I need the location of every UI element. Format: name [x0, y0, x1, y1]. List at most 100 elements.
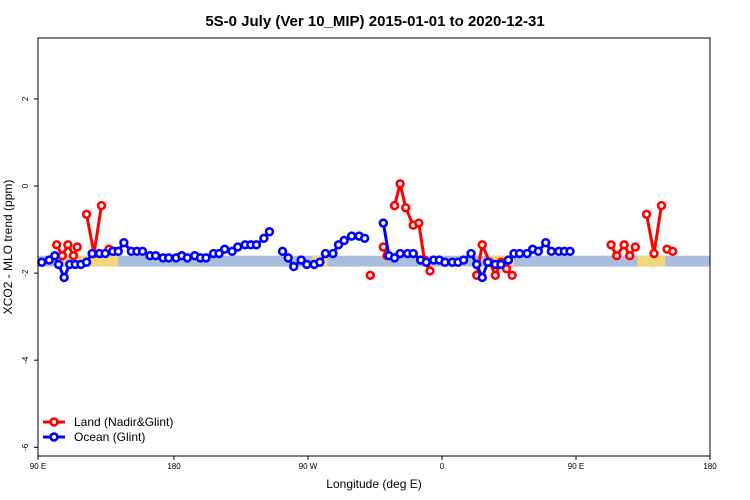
ocean-point-2-17	[483, 257, 493, 267]
legend-land-label: Land (Nadir&Glint)	[74, 415, 173, 429]
ocean-point-0-37	[264, 227, 275, 237]
land-point-7-0	[606, 240, 616, 250]
y-tick-label-0: 2	[21, 96, 30, 101]
ocean-point-1-7	[320, 248, 331, 259]
land-point-9-1	[667, 246, 678, 257]
land-point-5-4	[414, 218, 424, 228]
legend-ocean-label: Ocean (Glint)	[74, 430, 145, 444]
ocean-point-2-3	[395, 248, 405, 259]
land-point-8-1	[649, 248, 659, 259]
ocean-point-0-1	[44, 255, 54, 265]
ocean-point-2-27	[546, 246, 557, 257]
land-band-3	[637, 255, 666, 267]
ocean-point-2-15	[471, 259, 482, 270]
land-point-0-1	[57, 251, 67, 261]
ocean-point-1-8	[328, 248, 338, 259]
ocean-point-0-4	[59, 272, 69, 283]
legend-ocean-marker	[49, 432, 59, 442]
legend: Land (Nadir&Glint)Ocean (Glint)	[43, 415, 173, 444]
ocean-point-1-0	[277, 246, 288, 257]
x-tick-label-1: 180	[167, 462, 181, 471]
plot-frame	[37, 37, 711, 457]
ocean-point-0-30	[219, 244, 230, 254]
land-point-5-1	[395, 179, 405, 189]
ocean-point-1-2	[289, 261, 299, 272]
land-point-6-5	[501, 264, 512, 274]
land-point-7-1	[611, 251, 622, 261]
land-point-1-0	[81, 209, 92, 220]
ocean-point-0-0	[37, 257, 47, 267]
ocean-point-2-5	[408, 248, 418, 259]
ocean-point-1-13	[359, 233, 370, 243]
land-point-3-0	[365, 270, 375, 281]
y-tick-label-3: -4	[21, 356, 30, 364]
ocean-point-0-13	[113, 246, 123, 257]
ocean-point-1-4	[302, 259, 312, 270]
ocean-point-0-3	[53, 259, 64, 270]
ocean-point-0-19	[150, 251, 161, 261]
x-tick-label-3: 0	[440, 462, 445, 471]
land-point-7-4	[630, 242, 641, 252]
ocean-point-2-26	[541, 237, 551, 248]
ocean-point-0-2	[50, 251, 60, 261]
land-point-6-6	[507, 270, 517, 281]
ocean-point-1-10	[339, 235, 349, 246]
x-tick-label-2: 90 W	[299, 462, 318, 471]
land-point-7-2	[619, 240, 629, 250]
ocean-point-0-24	[182, 253, 193, 263]
ocean-point-1-11	[346, 231, 357, 241]
x-tick-label-5: 180	[703, 462, 717, 471]
ocean-point-0-35	[251, 240, 262, 250]
land-point-5-2	[401, 203, 411, 213]
ocean-point-0-11	[100, 248, 110, 259]
land-point-5-6	[425, 266, 435, 276]
y-tick-label-1: 0	[21, 183, 30, 188]
land-point-7-3	[625, 251, 635, 261]
ocean-point-2-22	[514, 248, 525, 259]
ocean-point-0-27	[201, 253, 211, 263]
ocean-point-2-23	[522, 248, 532, 259]
ocean-point-0-21	[163, 253, 174, 263]
ocean-point-0-31	[227, 246, 237, 257]
land-point-6-1	[477, 240, 487, 250]
ocean-point-2-16	[477, 272, 487, 283]
ocean-point-1-9	[333, 240, 344, 250]
chart-title: 5S-0 July (Ver 10_MIP) 2015-01-01 to 202…	[205, 13, 544, 30]
land-point-6-3	[490, 270, 501, 281]
land-point-0-2	[63, 240, 73, 250]
ocean-point-2-7	[421, 257, 431, 267]
x-axis-label: Longitude (deg E)	[326, 477, 421, 491]
y-tick-label-4: -6	[21, 443, 30, 451]
land-point-8-2	[656, 200, 667, 211]
ocean-point-2-30	[565, 246, 575, 257]
y-axis: 2 0 -2 -4 -6	[21, 96, 38, 451]
land-point-8-0	[641, 209, 652, 220]
ocean-point-2-14	[466, 248, 476, 259]
y-tick-label-2: -2	[21, 269, 30, 277]
ocean-point-0-32	[233, 242, 243, 252]
land-point-5-0	[389, 200, 400, 211]
ocean-point-2-10	[440, 257, 450, 267]
ocean-point-2-0	[378, 218, 389, 228]
ocean-point-1-1	[283, 253, 293, 263]
ocean-point-2-19	[496, 259, 506, 270]
legend-land-marker	[49, 417, 59, 427]
land-point-0-0	[51, 240, 62, 250]
ocean-point-2-25	[533, 246, 543, 257]
plot-area	[37, 179, 710, 283]
ocean-point-0-17	[137, 246, 148, 257]
ocean-point-2-13	[458, 255, 469, 265]
land-point-0-3	[68, 251, 79, 261]
ocean-point-0-36	[259, 233, 269, 243]
ocean-band	[38, 255, 710, 267]
land-point-1-2	[96, 200, 107, 211]
ocean-point-2-2	[389, 253, 400, 263]
ocean-point-1-3	[296, 255, 306, 265]
ocean-point-0-8	[81, 257, 92, 267]
land-band-0	[64, 255, 119, 267]
x-axis: 90 E 180 90 W 0 90 E 180	[30, 456, 717, 471]
land-point-0-4	[72, 242, 82, 252]
ocean-point-0-9	[87, 248, 97, 259]
x-tick-label-4: 90 E	[568, 462, 584, 471]
